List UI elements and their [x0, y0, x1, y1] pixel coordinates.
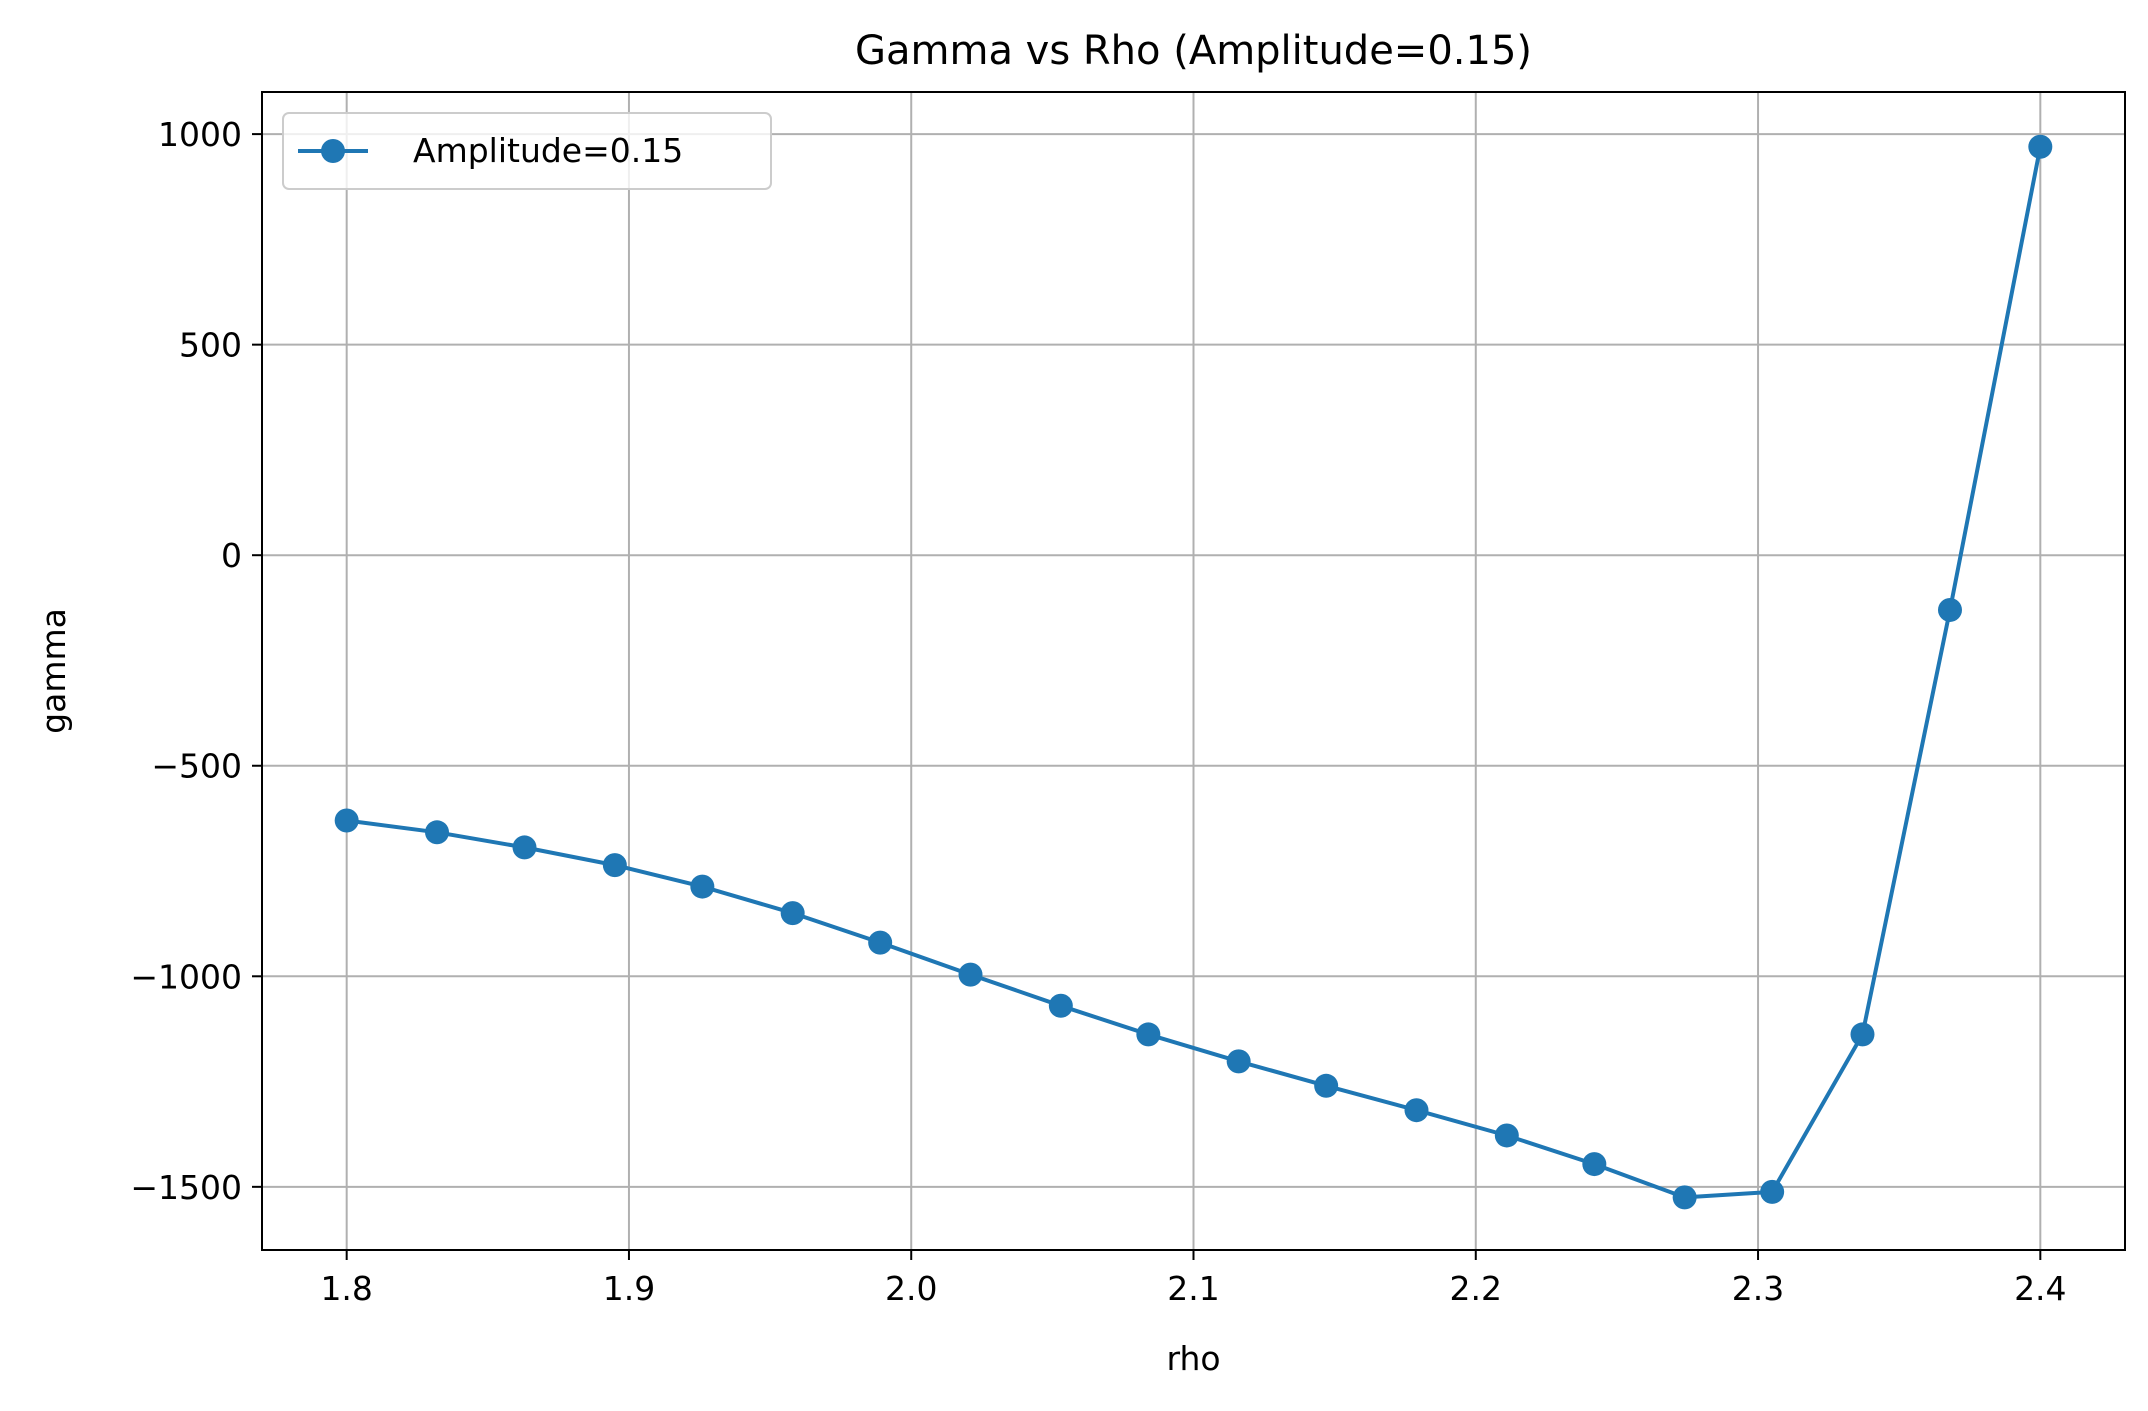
legend-label: Amplitude=0.15	[413, 131, 683, 170]
x-tick-label: 2.2	[1450, 1269, 1502, 1308]
data-point	[1760, 1179, 1785, 1204]
y-tick-label: −500	[151, 747, 242, 786]
grid-lines	[262, 92, 2125, 1250]
series-line	[346, 146, 2043, 1200]
data-point	[425, 820, 450, 845]
x-tick-label: 2.4	[2014, 1269, 2066, 1308]
y-tick-label: 0	[221, 536, 242, 575]
x-axis-label: rho	[1166, 1339, 1220, 1378]
data-point	[602, 853, 627, 878]
data-point	[1226, 1049, 1251, 1074]
x-tick-label: 1.8	[320, 1269, 372, 1308]
data-point	[1850, 1022, 1875, 1047]
data-point	[2028, 134, 2053, 159]
axis-ticks: 1.8 1.9 2.0 2.1 2.2 2.3 2.4 1000 500 0 −500 −1000 −1…	[130, 115, 2066, 1308]
x-tick-label: 2.1	[1167, 1269, 1219, 1308]
x-tick-label: 2.3	[1732, 1269, 1784, 1308]
legend: Amplitude=0.15	[282, 112, 772, 190]
data-point	[1314, 1073, 1339, 1098]
data-point	[1582, 1152, 1607, 1177]
data-point	[512, 835, 537, 860]
chart-title: Gamma vs Rho (Amplitude=0.15)	[855, 28, 1532, 74]
data-point	[958, 962, 983, 987]
data-point	[868, 930, 893, 955]
data-point	[780, 901, 805, 926]
data-point	[690, 874, 715, 899]
y-tick-label: −1000	[130, 957, 242, 996]
data-point	[1136, 1022, 1161, 1047]
data-point	[1048, 993, 1073, 1018]
y-axis-label: gamma	[34, 608, 73, 734]
data-point	[1937, 597, 1962, 622]
y-tick-label: 1000	[158, 115, 242, 154]
data-point	[1672, 1185, 1697, 1210]
x-tick-label: 2.0	[885, 1269, 937, 1308]
y-tick-label: −1500	[130, 1168, 242, 1207]
x-tick-label: 1.9	[603, 1269, 655, 1308]
series-layer	[334, 134, 2053, 1210]
data-point	[1404, 1098, 1429, 1123]
data-point	[1494, 1123, 1519, 1148]
y-tick-label: 500	[179, 326, 242, 365]
legend-box	[282, 112, 772, 190]
legend-marker	[321, 139, 345, 163]
data-point	[334, 808, 359, 833]
